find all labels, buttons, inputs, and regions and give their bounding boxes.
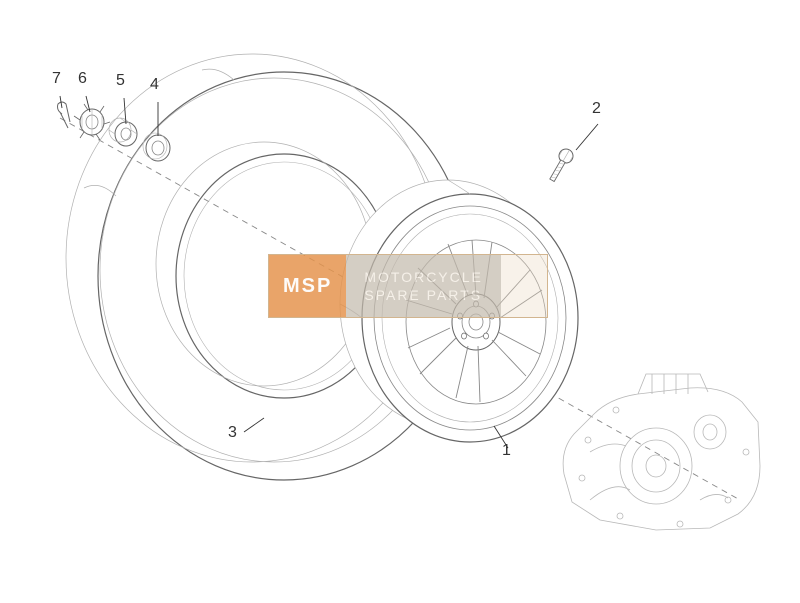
callout-4: 4 <box>150 76 159 94</box>
callout-6: 6 <box>78 70 87 88</box>
part-engine-case <box>563 374 760 530</box>
callout-1: 1 <box>502 442 511 460</box>
callout-3: 3 <box>228 424 237 442</box>
callout-2: 2 <box>592 100 601 118</box>
part-cotter-pin <box>58 102 71 128</box>
watermark: MSP MOTORCYCLE SPARE PARTS <box>268 254 548 318</box>
watermark-logo: MSP <box>269 255 346 317</box>
part-castle-nut <box>74 104 110 140</box>
watermark-line1: MOTORCYCLE <box>364 268 483 286</box>
part-bolt <box>546 146 576 183</box>
watermark-line2: SPARE PARTS <box>364 286 482 304</box>
callout-5: 5 <box>116 72 125 90</box>
watermark-text: MOTORCYCLE SPARE PARTS <box>346 255 501 317</box>
callout-7: 7 <box>52 70 61 88</box>
diagram-canvas: 7 6 5 4 2 3 1 MSP MOTORCYCLE SPARE PARTS <box>0 0 800 603</box>
